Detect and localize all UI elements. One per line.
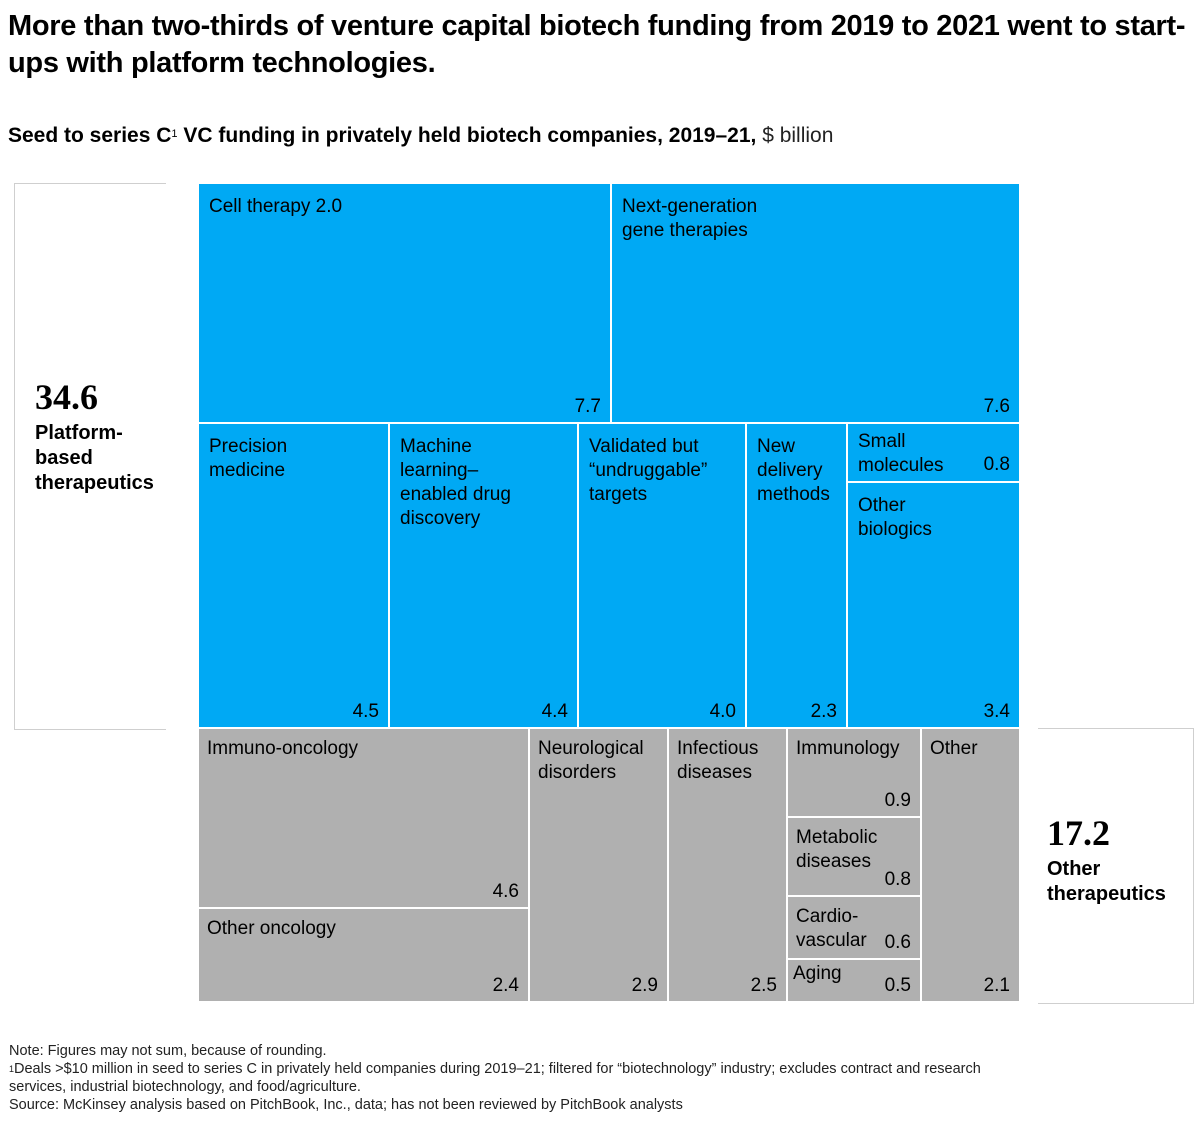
cell-value: 0.5 [884,975,911,996]
cell-value: 2.3 [810,701,837,722]
cell-value: 0.6 [884,932,911,953]
cell-value: 2.5 [750,975,777,996]
subtitle-main: Seed to series C [8,124,172,147]
treemap-cell-precision-medicine: Precision medicine 4.5 [198,423,389,728]
treemap-cell-metabolic-diseases: Metabolic diseases 0.8 [787,817,921,896]
chart-subtitle: Seed to series C1 VC funding in privatel… [8,122,833,150]
cell-label: Precision medicine [209,436,288,481]
treemap-cell-infectious-diseases: Infectious diseases 2.5 [668,728,787,1002]
other-total: 17.2 [1047,813,1110,853]
cell-label: Other [930,738,978,759]
platform-total: 34.6 [35,377,98,417]
treemap-cell-ml-drug-discovery: Machine learning– enabled drug discovery… [389,423,578,728]
other-label: Other therapeutics [1047,858,1166,905]
cell-value: 0.8 [983,454,1010,475]
cell-label: Neurological disorders [538,738,644,783]
platform-bracket [14,183,166,730]
footnote-1-mark: 1 [9,1064,15,1074]
subtitle-unit: $ billion [756,124,834,147]
cell-label: Metabolic diseases [796,827,878,872]
cell-label: Next-generation gene therapies [622,196,758,241]
cell-value: 7.7 [574,396,601,417]
treemap-cell-other: Other 2.1 [921,728,1020,1002]
cell-value: 2.4 [492,975,519,996]
cell-value: 4.6 [492,881,519,902]
cell-label: Immunology [796,738,900,759]
treemap-cell-immuno-oncology: Immuno-oncology 4.6 [198,728,529,908]
treemap-cell-new-delivery-methods: New delivery methods 2.3 [746,423,847,728]
cell-value: 4.0 [709,701,736,722]
cell-value: 0.9 [884,790,911,811]
cell-value: 4.5 [352,701,379,722]
cell-label: Other oncology [207,918,336,939]
cell-value: 2.9 [631,975,658,996]
cell-label: Other biologics [858,495,932,540]
cell-label: Cell therapy 2.0 [209,196,343,217]
cell-value: 2.1 [983,975,1010,996]
cell-value: 4.4 [541,701,568,722]
cell-label: New delivery methods [757,436,830,505]
treemap-cell-next-gen-gene-therapies: Next-generation gene therapies 7.6 [611,183,1020,423]
note-text: Note: Figures may not sum, because of ro… [9,1043,327,1059]
cell-label: Infectious diseases [677,738,759,783]
cell-value: 7.6 [983,396,1010,417]
treemap-cell-cell-therapy: Cell therapy 2.0 7.7 [198,183,611,423]
treemap-cell-immunology: Immunology 0.9 [787,728,921,817]
platform-label: Platform- based therapeutics [35,422,154,494]
cell-value: 0.8 [884,869,911,890]
cell-label: Cardio- vascular [796,906,867,951]
other-bracket [1038,728,1194,1004]
cell-label: Aging [793,963,842,984]
footnotes: Note: Figures may not sum, because of ro… [9,1042,981,1114]
cell-value: 3.4 [983,701,1010,722]
cell-label: Machine learning– enabled drug discovery [400,436,511,529]
treemap-cell-aging: Aging 0.5 [787,959,921,1002]
treemap-cell-cardiovascular: Cardio- vascular 0.6 [787,896,921,959]
footnote-1: 1Deals >$10 million in seed to series C … [9,1060,981,1096]
cell-label: Validated but “undruggable” targets [589,436,708,505]
subtitle-main-cont: VC funding in privately held biotech com… [177,124,757,147]
source-text: Source: McKinsey analysis based on Pitch… [9,1097,683,1113]
footnote-marker: 1 [171,128,178,140]
treemap-cell-other-oncology: Other oncology 2.4 [198,908,529,1002]
treemap-cell-undruggable-targets: Validated but “undruggable” targets 4.0 [578,423,746,728]
cell-label: Small molecules [858,431,944,476]
chart-title: More than two-thirds of venture capital … [8,10,1186,79]
treemap-cell-other-biologics: Other biologics 3.4 [847,482,1020,728]
cell-label: Immuno-oncology [207,738,359,759]
footnote-1-text: Deals >$10 million in seed to series C i… [9,1061,981,1095]
treemap-cell-small-molecules: Small molecules 0.8 [847,423,1020,482]
treemap-cell-neurological-disorders: Neurological disorders 2.9 [529,728,668,1002]
